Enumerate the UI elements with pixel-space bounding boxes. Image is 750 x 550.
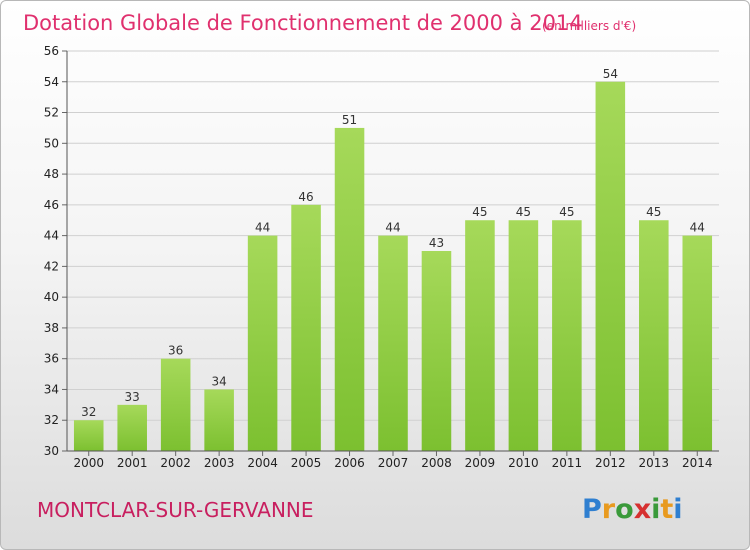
bar-2000 [73,420,104,451]
value-label-2011: 45 [559,205,574,219]
value-label-2008: 43 [429,236,444,250]
bar-2014 [682,235,713,451]
proxiti-logo: Proxiti [582,494,683,525]
y-tick-label: 36 [44,352,59,366]
bar-2013 [639,220,669,451]
axis-layer: 30 32 34 36 38 40 42 44 46 48 50 52 54 56 2000 2001 2002… [44,44,719,470]
y-tick-label: 44 [44,229,59,243]
bar-2006 [334,127,365,451]
bar-2001 [117,404,147,451]
y-tick-label: 32 [44,413,59,427]
logo-letter: t [660,494,673,525]
x-tick-label-2002: 2002 [160,456,191,470]
x-tick-label-2005: 2005 [291,456,322,470]
chart-subtitle: (en milliers d'€) [542,19,636,33]
value-label-2000: 32 [81,405,96,419]
x-tick-label-2000: 2000 [73,456,104,470]
y-tick-label: 34 [44,382,59,396]
commune-name: MONTCLAR-SUR-GERVANNE [37,498,314,522]
bar-2002 [160,358,191,451]
x-tick-label-2008: 2008 [421,456,452,470]
x-tick-label-2013: 2013 [639,456,670,470]
value-label-2003: 34 [211,374,226,388]
value-label-2006: 51 [342,113,357,127]
y-tick-label: 54 [44,75,59,89]
bar-2008 [421,251,452,451]
y-tick-label: 56 [44,44,59,58]
value-label-2002: 36 [168,344,183,358]
chart-title: Dotation Globale de Fonctionnement de 20… [23,11,583,35]
y-tick-label: 48 [44,167,59,181]
value-label-2013: 45 [646,205,661,219]
y-tick-label: 40 [44,290,59,304]
y-tick-label: 50 [44,136,59,150]
logo-letter: P [582,494,602,525]
y-tick-label: 30 [44,444,59,458]
logo-letter: i [673,494,682,525]
value-label-2005: 46 [298,190,313,204]
y-tick-label: 52 [44,106,59,120]
bars-layer: 32 33 36 34 44 46 51 44 43 45 45 45 54 45 44 [73,67,713,452]
logo-letter: r [602,494,616,525]
logo-letter: o [615,494,634,525]
x-tick-label-2010: 2010 [508,456,539,470]
logo-letter: i [651,494,660,525]
bar-2004 [247,235,278,451]
x-tick-label-2014: 2014 [682,456,713,470]
x-tick-label-2012: 2012 [595,456,626,470]
value-label-2007: 44 [385,221,400,235]
bar-2010 [508,220,539,451]
value-label-2012: 54 [603,67,618,81]
bar-2012 [595,81,626,452]
y-tick-label: 38 [44,321,59,335]
logo-letter: x [634,494,651,525]
bar-2009 [465,220,495,451]
value-label-2010: 45 [516,205,531,219]
bar-2005 [291,204,321,451]
value-label-2014: 44 [690,221,705,235]
x-tick-label-2006: 2006 [334,456,365,470]
x-tick-label-2009: 2009 [465,456,496,470]
y-tick-label: 46 [44,198,59,212]
x-tick-label-2003: 2003 [204,456,235,470]
bar-2007 [378,235,408,451]
x-tick-label-2007: 2007 [378,456,409,470]
value-label-2009: 45 [472,205,487,219]
x-tick-label-2004: 2004 [247,456,278,470]
value-label-2001: 33 [125,390,140,404]
value-label-2004: 44 [255,221,270,235]
x-tick-label-2001: 2001 [117,456,148,470]
bar-2003 [204,389,234,451]
x-tick-label-2011: 2011 [552,456,583,470]
y-tick-label: 42 [44,259,59,273]
bar-2011 [552,220,582,451]
